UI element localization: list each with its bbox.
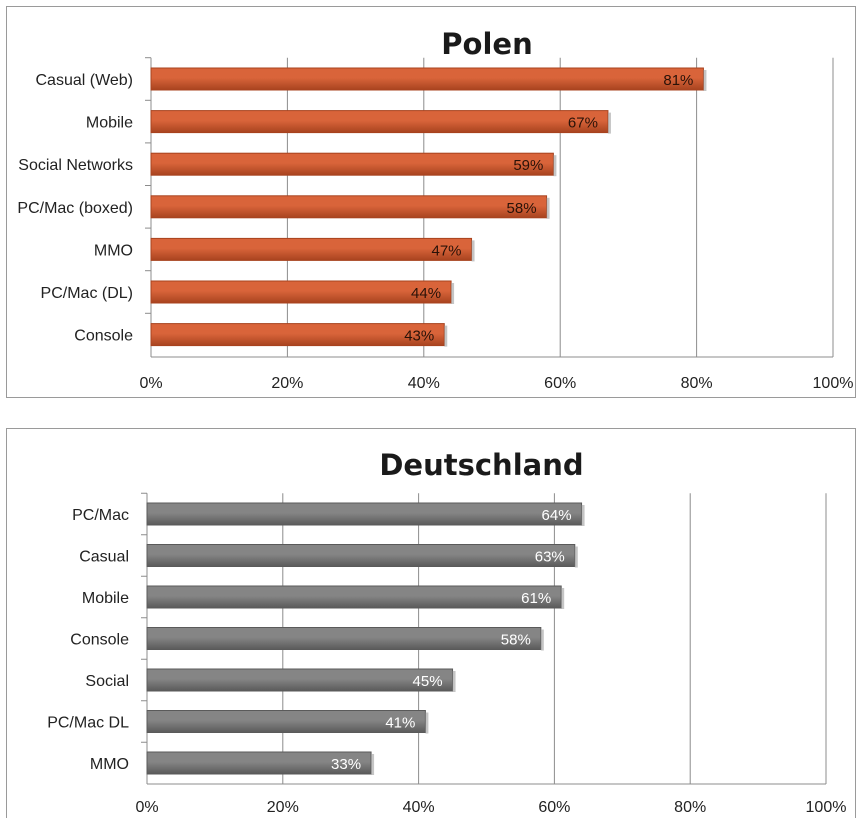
bar-shadow	[574, 546, 578, 568]
data-label: 47%	[432, 242, 462, 259]
data-label: 63%	[535, 549, 565, 566]
category-label: Casual	[79, 549, 129, 566]
bar-shadow	[546, 197, 550, 219]
chart-deutschland: Deutschland 0% 20% 40% 60% 80% 100% PC/Mac 64% Ca…	[47, 448, 846, 816]
category-label: Mobile	[82, 590, 129, 607]
bar-shadow	[425, 712, 429, 734]
category-label: Social Networks	[18, 157, 133, 174]
category-label: Console	[74, 328, 133, 345]
data-label: 59%	[513, 157, 543, 174]
x-tick-label: 0%	[139, 375, 162, 392]
bar-shadow	[607, 112, 611, 134]
data-label: 81%	[663, 72, 693, 89]
category-label: Mobile	[86, 115, 133, 132]
bar	[150, 280, 452, 304]
category-label: Console	[70, 632, 129, 649]
category-label: PC/Mac (DL)	[41, 285, 133, 302]
data-label: 41%	[385, 715, 415, 732]
bar-shadow	[451, 283, 455, 304]
bar-shadow	[703, 70, 707, 91]
x-tick-label: 40%	[403, 799, 435, 816]
category-label: PC/Mac (boxed)	[17, 200, 133, 217]
bar-shadow	[581, 505, 585, 526]
data-label: 58%	[501, 632, 531, 649]
data-label: 44%	[411, 285, 441, 302]
bar-shadow	[471, 240, 475, 262]
bar-shadow	[540, 629, 544, 651]
x-tick-label: 80%	[681, 375, 713, 392]
x-tick-label: 20%	[267, 799, 299, 816]
x-tick-label: 40%	[408, 375, 440, 392]
bar	[146, 710, 426, 733]
bar	[150, 195, 548, 219]
data-label: 45%	[413, 673, 443, 690]
bar-shadow	[452, 671, 456, 692]
bar-shadow	[444, 325, 448, 347]
bar-shadow	[553, 155, 557, 177]
bar	[150, 67, 704, 91]
chart-title: Deutschland	[379, 448, 583, 482]
data-label: 61%	[521, 590, 551, 607]
data-label: 43%	[404, 328, 434, 345]
bar	[146, 544, 576, 567]
bar	[150, 323, 445, 347]
bar-shadow	[371, 754, 375, 775]
data-label: 67%	[568, 115, 598, 132]
x-tick-label: 60%	[538, 799, 570, 816]
data-label: 33%	[331, 756, 361, 773]
x-tick-label: 60%	[544, 375, 576, 392]
x-tick-label: 100%	[813, 375, 854, 392]
category-label: Casual (Web)	[35, 72, 133, 89]
bar	[146, 585, 562, 609]
category-label: MMO	[94, 242, 133, 259]
data-label: 64%	[542, 507, 572, 524]
category-label: PC/Mac DL	[47, 715, 129, 732]
x-tick-label: 100%	[806, 799, 847, 816]
bar	[146, 627, 542, 650]
chart-title: Polen	[441, 27, 532, 61]
chart-polen: Polen 0% 20% 40% 60% 80% 100% Casual (Web) 81% Mo…	[17, 27, 853, 392]
bar	[150, 110, 609, 134]
x-tick-label: 80%	[674, 799, 706, 816]
category-label: PC/Mac	[72, 507, 129, 524]
category-label: MMO	[90, 756, 129, 773]
x-tick-label: 0%	[135, 799, 158, 816]
bar	[146, 502, 583, 526]
data-label: 58%	[507, 200, 537, 217]
bar	[146, 668, 454, 692]
bar	[150, 237, 473, 261]
bar	[150, 152, 554, 176]
category-label: Social	[85, 673, 129, 690]
x-tick-label: 20%	[271, 375, 303, 392]
bar-shadow	[561, 588, 565, 609]
